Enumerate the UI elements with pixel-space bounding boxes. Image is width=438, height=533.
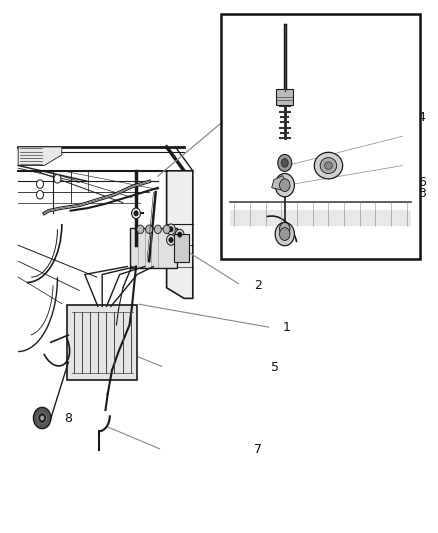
Text: 7: 7 xyxy=(254,443,262,456)
Circle shape xyxy=(134,211,138,216)
Text: 8: 8 xyxy=(64,411,72,424)
Circle shape xyxy=(146,225,152,233)
Circle shape xyxy=(275,222,294,246)
FancyBboxPatch shape xyxy=(67,305,138,379)
Circle shape xyxy=(169,237,173,243)
Circle shape xyxy=(275,173,294,197)
Circle shape xyxy=(279,228,290,240)
Ellipse shape xyxy=(314,152,343,179)
Circle shape xyxy=(175,229,184,240)
Circle shape xyxy=(33,407,51,429)
Circle shape xyxy=(154,225,161,233)
FancyBboxPatch shape xyxy=(174,233,189,262)
Circle shape xyxy=(279,179,290,191)
Text: 5: 5 xyxy=(272,361,279,374)
Circle shape xyxy=(163,225,170,233)
Circle shape xyxy=(281,159,288,167)
FancyBboxPatch shape xyxy=(131,228,177,268)
Bar xyxy=(230,210,411,226)
Bar xyxy=(221,14,420,259)
Polygon shape xyxy=(272,175,285,190)
Circle shape xyxy=(132,208,141,219)
Circle shape xyxy=(36,190,43,199)
Circle shape xyxy=(36,180,43,188)
Circle shape xyxy=(279,222,290,235)
Text: 4: 4 xyxy=(418,111,426,124)
Circle shape xyxy=(169,227,173,232)
FancyBboxPatch shape xyxy=(276,90,293,105)
Ellipse shape xyxy=(320,158,337,174)
Circle shape xyxy=(166,224,175,235)
Polygon shape xyxy=(166,171,193,298)
Text: 6: 6 xyxy=(418,176,426,189)
Ellipse shape xyxy=(325,162,332,169)
Circle shape xyxy=(40,416,44,420)
Circle shape xyxy=(137,225,144,233)
Circle shape xyxy=(278,155,292,172)
Circle shape xyxy=(166,235,175,245)
Polygon shape xyxy=(18,147,62,165)
Circle shape xyxy=(38,413,46,423)
Text: 1: 1 xyxy=(283,321,290,334)
Text: 2: 2 xyxy=(254,279,262,292)
Circle shape xyxy=(54,174,61,183)
Circle shape xyxy=(177,232,182,237)
Text: 3: 3 xyxy=(418,187,426,200)
